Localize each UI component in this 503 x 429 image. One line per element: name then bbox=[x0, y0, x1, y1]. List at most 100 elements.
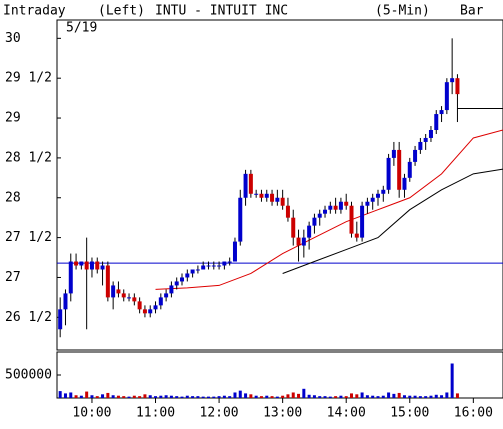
volume-bar bbox=[445, 392, 449, 398]
volume-bar bbox=[212, 396, 216, 398]
candle-body bbox=[323, 209, 328, 214]
candle-body bbox=[413, 149, 418, 162]
candle-body bbox=[132, 297, 137, 302]
volume-bar bbox=[132, 395, 136, 398]
volume-bar bbox=[196, 396, 200, 398]
volume-bar bbox=[206, 396, 210, 398]
volume-bar bbox=[148, 395, 152, 398]
candle-body bbox=[285, 205, 290, 218]
candle-body bbox=[344, 201, 349, 206]
volume-bar bbox=[259, 396, 263, 398]
volume-bar bbox=[360, 392, 364, 398]
volume-bar bbox=[217, 396, 221, 398]
volume-bar bbox=[355, 394, 359, 398]
volume-bar bbox=[143, 394, 147, 398]
candle-body bbox=[275, 197, 280, 202]
volume-bar bbox=[450, 363, 454, 398]
volume-bar bbox=[138, 396, 142, 398]
candle-body bbox=[180, 277, 185, 282]
interval: (5-Min) bbox=[375, 4, 430, 19]
candle-body bbox=[201, 265, 206, 270]
symbol: INTU - INTUIT INC bbox=[155, 4, 288, 19]
candle-body bbox=[455, 78, 460, 95]
x-tick-label: 15:00 bbox=[390, 406, 429, 421]
volume-bar bbox=[122, 396, 126, 398]
x-tick-label: 14:00 bbox=[327, 406, 366, 421]
volume-bar bbox=[328, 396, 332, 398]
y-tick-label: 28 1/2 bbox=[5, 150, 52, 165]
volume-bar bbox=[275, 396, 279, 398]
volume-bar bbox=[111, 395, 115, 398]
candle-body bbox=[164, 293, 169, 298]
candle-body bbox=[264, 193, 269, 198]
volume-bar bbox=[69, 392, 73, 398]
volume-bar bbox=[254, 395, 258, 398]
candle-body bbox=[217, 265, 222, 267]
candle-body bbox=[243, 173, 248, 198]
volume-bar bbox=[376, 396, 380, 398]
candle-body bbox=[296, 237, 301, 246]
volume-bar bbox=[318, 396, 322, 398]
candle-body bbox=[328, 205, 333, 210]
volume-bar bbox=[201, 396, 205, 398]
volume-bar bbox=[371, 395, 375, 398]
candle-body bbox=[137, 301, 142, 310]
volume-bar bbox=[387, 392, 391, 398]
candle-body bbox=[158, 297, 163, 306]
candle-body bbox=[89, 261, 94, 270]
candle-body bbox=[280, 197, 285, 206]
candle-body bbox=[127, 297, 132, 299]
volume-bar bbox=[334, 396, 338, 398]
candle-body bbox=[391, 149, 396, 158]
candle-body bbox=[450, 78, 455, 83]
candle-body bbox=[100, 265, 105, 270]
candle-body bbox=[232, 241, 237, 262]
volume-bar bbox=[381, 395, 385, 398]
y-tick-label: 30 bbox=[5, 31, 21, 46]
candle-body bbox=[349, 205, 354, 234]
volume-bar bbox=[79, 395, 83, 398]
volume-bar bbox=[154, 396, 158, 398]
candle-body bbox=[169, 285, 174, 294]
volume-bar bbox=[297, 393, 301, 398]
volume-bar bbox=[116, 395, 120, 398]
volume-bar bbox=[434, 394, 438, 398]
candle-body bbox=[402, 177, 407, 190]
volume-bar bbox=[164, 395, 168, 398]
volume-bar bbox=[185, 395, 189, 398]
volume-bar bbox=[344, 396, 348, 398]
volume-bar bbox=[286, 394, 290, 398]
candle-body bbox=[338, 201, 343, 210]
candle-body bbox=[428, 130, 433, 138]
volume-bar bbox=[233, 392, 237, 398]
volume-bar bbox=[402, 395, 406, 398]
volume-bar bbox=[440, 395, 444, 398]
volume-bar bbox=[392, 393, 396, 398]
candle-body bbox=[121, 293, 126, 298]
volume-bar bbox=[281, 395, 285, 398]
date: 5/19 bbox=[66, 21, 97, 36]
candle-body bbox=[248, 173, 253, 194]
candle-body bbox=[360, 205, 365, 238]
volume-bar bbox=[238, 390, 242, 398]
y-tick-label: 26 1/2 bbox=[5, 310, 52, 325]
volume-bar bbox=[169, 395, 173, 398]
candle-body bbox=[407, 161, 412, 178]
candle-body bbox=[365, 201, 370, 206]
volume-bar bbox=[424, 396, 428, 398]
candle-body bbox=[174, 281, 179, 286]
candle-body bbox=[105, 265, 110, 298]
volume-bar bbox=[323, 396, 327, 398]
volume-bar bbox=[58, 391, 62, 398]
volume-bar bbox=[350, 393, 354, 398]
volume-bar bbox=[365, 395, 369, 398]
candle-body bbox=[195, 269, 200, 271]
candle-body bbox=[301, 237, 306, 246]
volume-bar bbox=[222, 395, 226, 398]
volume-bar bbox=[312, 395, 316, 398]
candle-body bbox=[63, 293, 68, 310]
candle-body bbox=[354, 233, 359, 238]
candle-body bbox=[370, 197, 375, 202]
volume-bar bbox=[270, 396, 274, 398]
candle-body bbox=[211, 265, 216, 267]
